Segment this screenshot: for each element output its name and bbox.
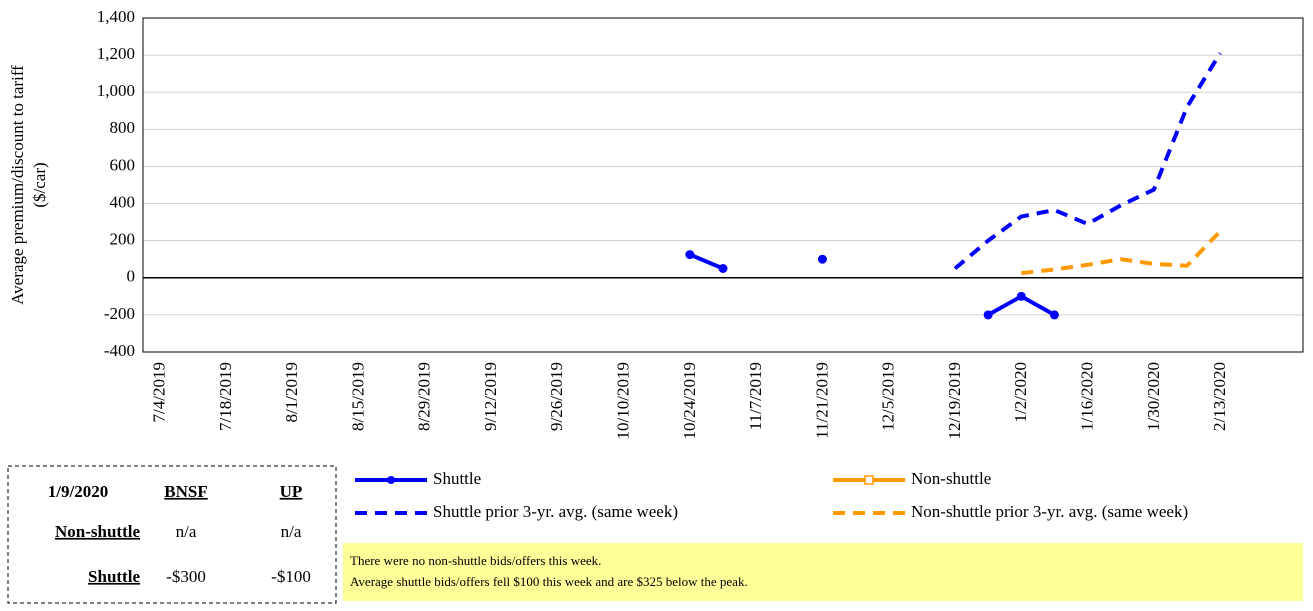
note-box: [343, 543, 1303, 601]
legend-marker: [387, 476, 395, 484]
x-tick-label: 11/7/2019: [746, 362, 765, 430]
x-tick-label: 1/30/2020: [1144, 362, 1163, 431]
legend-label: Non-shuttle prior 3-yr. avg. (same week): [911, 502, 1188, 521]
table-box: [7, 465, 337, 604]
x-tick-label: 8/29/2019: [415, 362, 434, 431]
data-point: [817, 254, 827, 264]
y-tick-label: 800: [110, 118, 136, 137]
x-tick-label: 7/4/2019: [149, 362, 168, 422]
x-tick-label: 12/5/2019: [879, 362, 898, 431]
y-tick-label: 1,400: [97, 7, 135, 26]
legend-marker: [864, 475, 874, 485]
y-axis-label: Average premium/discount to tariff: [8, 65, 27, 305]
x-tick-label: 10/24/2019: [680, 362, 699, 439]
legend-label: Shuttle prior 3-yr. avg. (same week): [433, 502, 678, 521]
x-tick-label: 8/15/2019: [348, 362, 367, 431]
series-line: [689, 252, 1056, 317]
x-tick-label: 1/2/2020: [1011, 362, 1030, 422]
x-tick-label: 8/1/2019: [282, 362, 301, 422]
table-cell: n/a: [281, 522, 302, 541]
note: There were no non-shuttle bids/offers th…: [350, 553, 601, 568]
x-tick-label: 2/13/2020: [1210, 362, 1229, 431]
y-tick-label: 200: [110, 230, 136, 249]
table-row-label: Non-shuttle: [55, 522, 140, 541]
table-cell: -$100: [271, 567, 311, 586]
table-cell: -$300: [166, 567, 206, 586]
data-point: [718, 264, 728, 273]
y-tick-label: 600: [110, 155, 136, 174]
data-point: [1049, 310, 1059, 320]
x-tick-label: 12/19/2019: [945, 362, 964, 439]
y-tick-label: 400: [110, 192, 136, 211]
legend-label: Shuttle: [433, 469, 481, 488]
y-tick-label: 0: [127, 267, 136, 286]
legend-label: Non-shuttle: [911, 469, 991, 488]
x-tick-label: 9/26/2019: [547, 362, 566, 431]
x-tick-label: 11/21/2019: [812, 362, 831, 439]
table-cell: n/a: [176, 522, 197, 541]
y-axis-label: ($/car): [30, 162, 49, 207]
data-point: [983, 310, 993, 320]
data-point: [1016, 291, 1026, 301]
plot-border: [142, 17, 1304, 353]
y-tick-label: -400: [104, 341, 135, 360]
x-tick-label: 10/10/2019: [613, 362, 632, 439]
x-tick-label: 1/16/2020: [1077, 362, 1096, 431]
note: Average shuttle bids/offers fell $100 th…: [350, 574, 748, 589]
table-header: BNSF: [164, 482, 207, 501]
data-point: [685, 250, 695, 260]
series-line: [953, 52, 1222, 271]
series-line: [1021, 229, 1222, 276]
table-row-label: Shuttle: [88, 567, 140, 586]
x-tick-label: 9/12/2019: [481, 362, 500, 431]
x-tick-label: 7/18/2019: [216, 362, 235, 431]
y-tick-label: 1,200: [97, 44, 135, 63]
y-tick-label: -200: [104, 304, 135, 323]
y-tick-label: 1,000: [97, 81, 135, 100]
table-header: 1/9/2020: [48, 482, 108, 501]
table-header: UP: [280, 482, 303, 501]
